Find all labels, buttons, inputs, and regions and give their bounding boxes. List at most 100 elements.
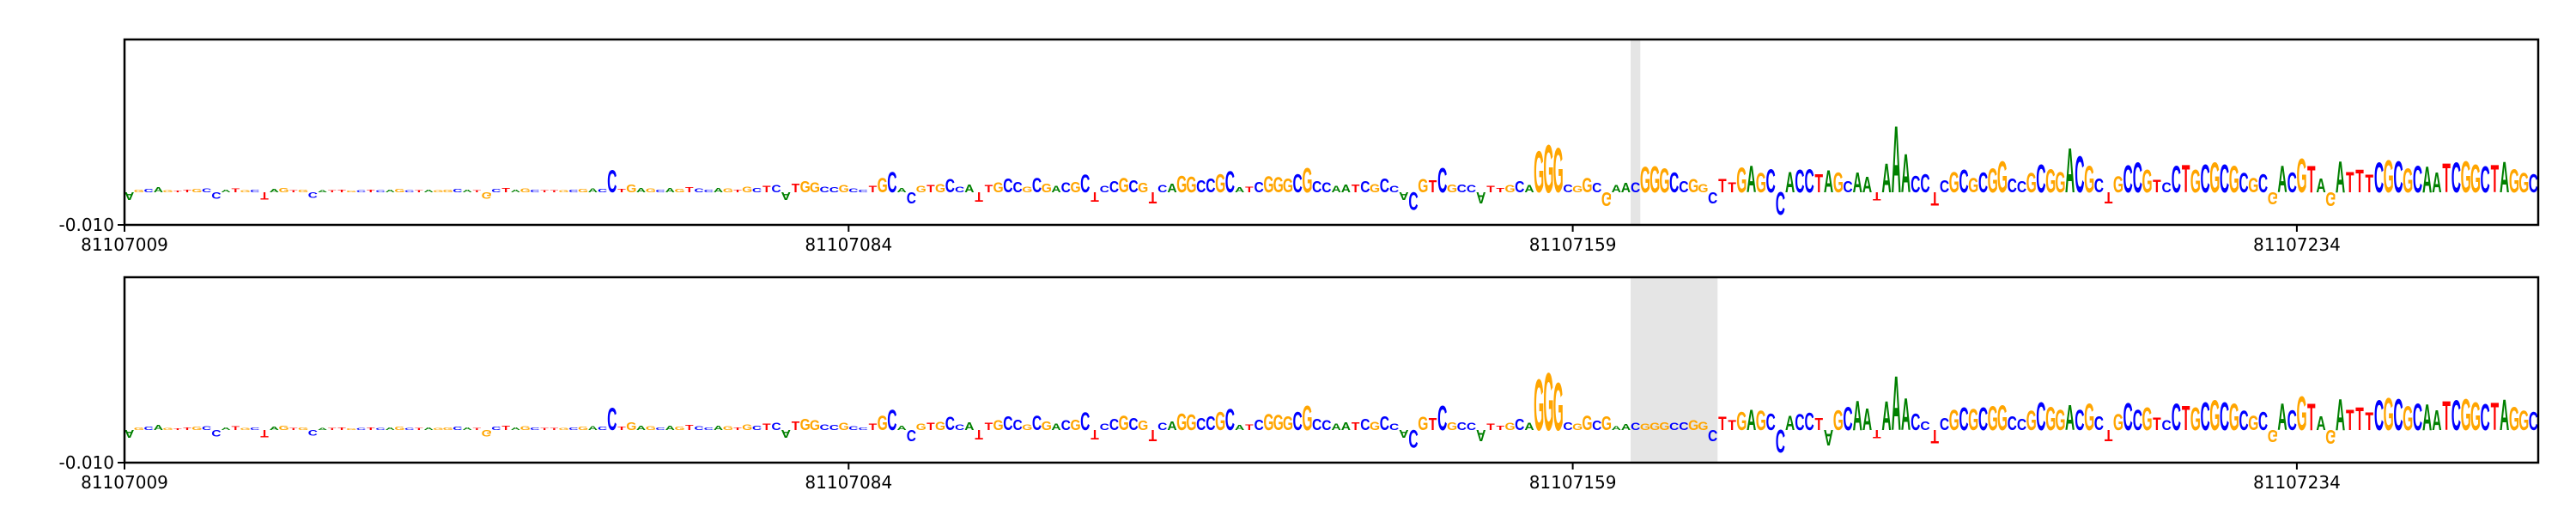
logo-letter: A bbox=[221, 427, 230, 430]
logo-letter: G bbox=[346, 428, 357, 431]
logo-letter: T bbox=[2491, 158, 2500, 202]
logo-letter: A bbox=[1853, 168, 1862, 199]
logo-letter: A bbox=[2432, 406, 2441, 437]
logo-letter: C bbox=[2481, 396, 2490, 438]
logo-letter: C bbox=[308, 428, 318, 438]
logo-letter: G bbox=[394, 188, 404, 193]
logo-letter: C bbox=[453, 188, 463, 193]
logo-letter: C bbox=[2075, 146, 2084, 203]
logo-letter: C bbox=[859, 427, 869, 431]
logo-letter: G bbox=[1736, 161, 1747, 200]
logo-letter: C bbox=[211, 427, 222, 438]
logo-letter: A bbox=[2500, 153, 2509, 202]
logo-letter: A bbox=[1051, 421, 1061, 432]
logo-letter: T bbox=[1815, 169, 1824, 198]
logo-letter: G bbox=[134, 189, 144, 192]
logo-letter: G bbox=[1022, 185, 1032, 194]
logo-letter: T bbox=[337, 189, 346, 192]
logo-letter: C bbox=[1940, 177, 1949, 196]
logo-letter: C bbox=[1293, 407, 1303, 436]
logo-letter: G bbox=[2296, 385, 2306, 440]
logo-letter: G bbox=[2384, 151, 2394, 203]
logo-letter: C bbox=[1206, 413, 1215, 435]
logo-letter: C bbox=[308, 191, 318, 200]
logo-letter: G bbox=[1688, 176, 1698, 197]
logo-letter: G bbox=[1640, 421, 1650, 432]
logo-letter: C bbox=[2451, 391, 2461, 439]
logo-letter: A bbox=[2336, 391, 2345, 440]
highlight-region bbox=[1631, 39, 1641, 225]
logo-letter: T bbox=[1718, 414, 1727, 434]
logo-letter: A bbox=[1824, 425, 1833, 450]
logo-letter: A bbox=[2065, 136, 2075, 207]
logo-letter: A bbox=[1524, 421, 1534, 433]
logo-letter: G bbox=[839, 421, 849, 433]
logo-letter: T bbox=[2442, 155, 2451, 202]
logo-letter: T bbox=[762, 184, 771, 194]
logo-letter: G bbox=[163, 427, 173, 430]
logo-letter: G bbox=[2509, 163, 2519, 200]
logo-letter: C bbox=[1920, 419, 1929, 433]
logo-letter: C bbox=[1389, 421, 1400, 432]
logo-letter: C bbox=[1457, 183, 1467, 195]
logo-letter: C bbox=[375, 190, 385, 192]
logo-letter: G bbox=[298, 189, 308, 193]
logo-letter: G bbox=[1418, 176, 1428, 197]
logo-letter: C bbox=[375, 427, 385, 430]
logo-letter: G bbox=[2403, 163, 2413, 200]
logo-letter: G bbox=[482, 190, 492, 200]
logo-letter: A bbox=[1881, 155, 1891, 202]
logo-letter: C bbox=[1255, 416, 1264, 433]
logo-letter: G bbox=[1070, 179, 1080, 196]
logo-letter: C bbox=[1765, 408, 1775, 435]
logo-letter: A bbox=[2500, 391, 2509, 439]
logo-letter: G bbox=[2045, 163, 2056, 200]
logo-letter: G bbox=[839, 184, 849, 195]
logo-letter: G bbox=[278, 424, 289, 431]
logo-letter: T bbox=[289, 427, 298, 431]
highlight-region bbox=[1631, 277, 1718, 463]
logo-letter: G bbox=[1302, 161, 1312, 200]
logo-letter: C bbox=[1128, 415, 1138, 433]
logo-letter: C bbox=[1225, 164, 1235, 198]
x-tick-label: 81107084 bbox=[805, 472, 892, 493]
logo-letter: C bbox=[1321, 179, 1332, 195]
logo-letter: C bbox=[1408, 187, 1418, 215]
logo-letter: T bbox=[2346, 403, 2354, 437]
logo-letter: T bbox=[367, 427, 375, 430]
logo-letter: T bbox=[1245, 185, 1254, 194]
logo-letter: G bbox=[2190, 164, 2201, 200]
logo-letter: C bbox=[1467, 184, 1476, 195]
logo-letter: C bbox=[2287, 403, 2297, 436]
logo-letter: T bbox=[685, 423, 694, 431]
logo-letter: G bbox=[240, 427, 250, 430]
logo-letter: G bbox=[1263, 171, 1273, 197]
logo-letter: C bbox=[2287, 166, 2297, 198]
logo-letter: C bbox=[1776, 185, 1785, 221]
logo-letter: C bbox=[1765, 163, 1775, 200]
logo-letter: C bbox=[1128, 177, 1138, 196]
logo-letter: G bbox=[674, 426, 684, 431]
logo-letter: A bbox=[1785, 166, 1795, 199]
logo-letter: C bbox=[2239, 406, 2248, 437]
logo-letter: C bbox=[2200, 156, 2209, 201]
logo-letter: C bbox=[694, 187, 704, 193]
logo-letter: A bbox=[424, 189, 434, 192]
logo-letter: G bbox=[742, 422, 752, 432]
logo-letter: A bbox=[714, 424, 723, 432]
logo-letter: A bbox=[2065, 397, 2075, 438]
logo-letter: T bbox=[232, 187, 240, 193]
logo-letter: G bbox=[1582, 413, 1592, 435]
logo-letter: T bbox=[1815, 415, 1824, 433]
logo-letter: G bbox=[520, 187, 531, 193]
logo-letter: T bbox=[2307, 397, 2316, 439]
logo-letter: A bbox=[2336, 153, 2345, 203]
logo-letter: G bbox=[1138, 419, 1148, 433]
logo-letter: G bbox=[2055, 403, 2065, 437]
logo-letter: C bbox=[1080, 408, 1090, 435]
logo-letter: A bbox=[1612, 425, 1622, 431]
logo-letter: G bbox=[2209, 391, 2220, 439]
logo-letter: G bbox=[2268, 426, 2278, 446]
logo-letter: A bbox=[1331, 184, 1341, 194]
logo-letter: G bbox=[626, 183, 636, 196]
